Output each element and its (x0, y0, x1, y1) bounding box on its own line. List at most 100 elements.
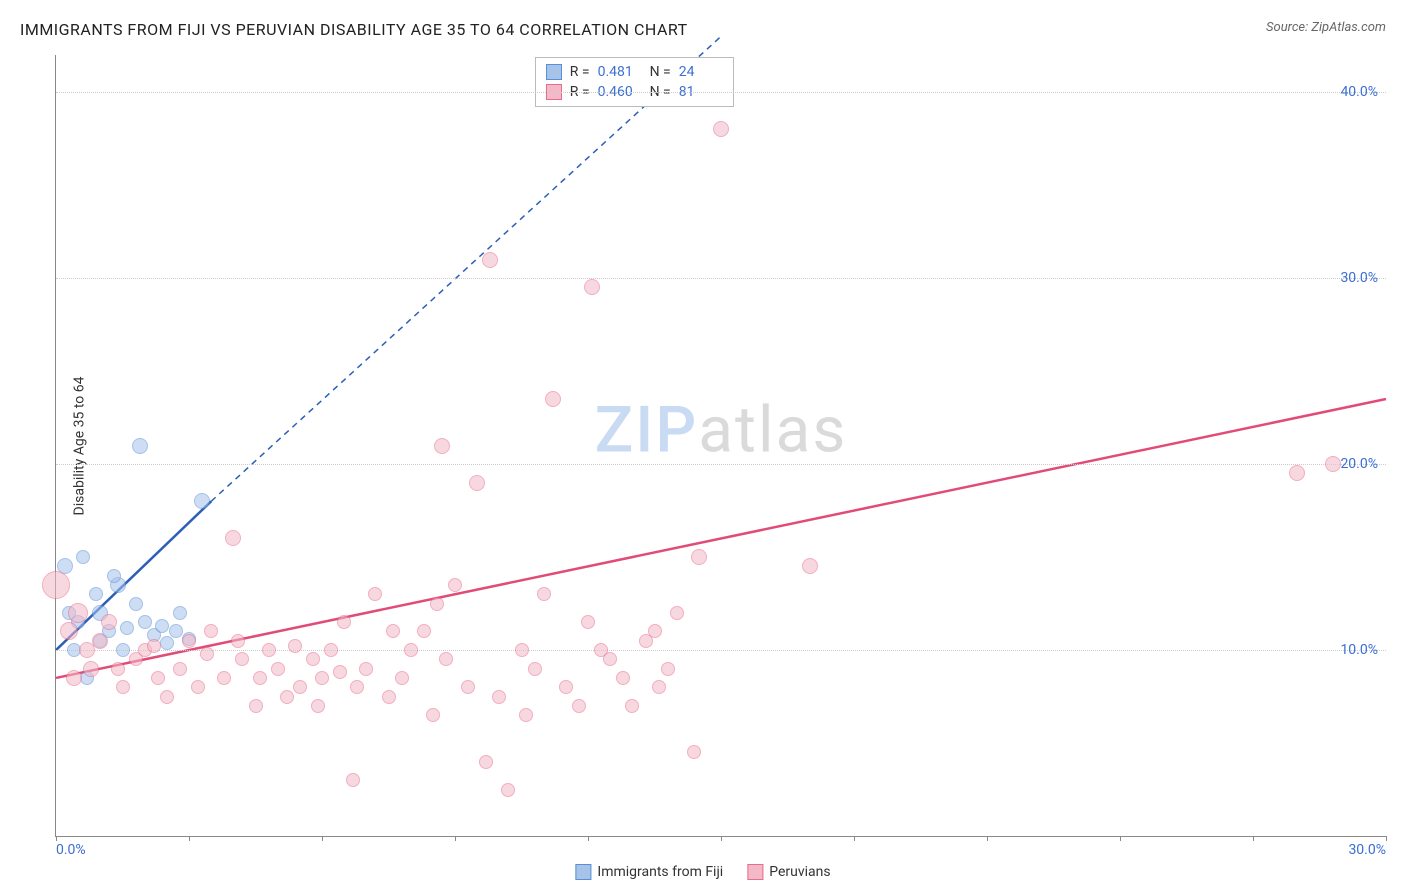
peruvian-point (249, 699, 263, 713)
chart-title: IMMIGRANTS FROM FIJI VS PERUVIAN DISABIL… (20, 20, 688, 39)
fiji-point (129, 597, 143, 611)
peruvian-point (713, 121, 729, 137)
peruvian-point (147, 639, 161, 653)
x-tick (1386, 836, 1387, 841)
peruvian-point (616, 671, 630, 685)
peruvian-point (204, 624, 218, 638)
peruvian-point (492, 690, 506, 704)
peruvian-point (151, 671, 165, 685)
peruvian-point (417, 624, 431, 638)
peruvian-point (83, 661, 99, 677)
peruvian-point (648, 624, 662, 638)
peruvian-point (79, 642, 95, 658)
peruvian-point (382, 690, 396, 704)
peruvian-point (670, 606, 684, 620)
x-tick-label: 0.0% (56, 842, 86, 858)
x-tick (189, 836, 190, 841)
x-tick-label: 30.0% (1348, 842, 1386, 858)
stats-box: R =0.481N =24R =0.460N =81 (535, 57, 734, 107)
peruvian-point (160, 690, 174, 704)
legend: Immigrants from FijiPeruvians (575, 864, 830, 880)
peruvian-point (1325, 456, 1341, 472)
x-tick (1253, 836, 1254, 841)
peruvian-point (386, 624, 400, 638)
peruvian-point (426, 708, 440, 722)
peruvian-point (434, 438, 450, 454)
peruvian-point (182, 634, 196, 648)
peruvian-point (324, 643, 338, 657)
x-tick (721, 836, 722, 841)
peruvian-point (461, 680, 475, 694)
peruvian-point (559, 680, 573, 694)
peruvian-point (469, 475, 485, 491)
fiji-point (132, 438, 148, 454)
peruvian-point (687, 745, 701, 759)
peruvian-point (545, 391, 561, 407)
gridline (56, 92, 1386, 93)
y-tick-label: 20.0% (1340, 456, 1378, 472)
legend-item-peruvian: Peruvians (747, 864, 830, 880)
x-tick (1120, 836, 1121, 841)
peruvian-point (66, 670, 82, 686)
fiji-point (116, 643, 130, 657)
y-tick-label: 10.0% (1340, 642, 1378, 658)
peruvian-point (448, 578, 462, 592)
peruvian-point (235, 652, 249, 666)
peruvian-point (395, 671, 409, 685)
peruvian-point (253, 671, 267, 685)
fiji-point (173, 606, 187, 620)
peruvian-point (173, 662, 187, 676)
gridline (56, 464, 1386, 465)
fiji-point (138, 615, 152, 629)
peruvian-point (501, 783, 515, 797)
peruvian-point (60, 622, 78, 640)
fiji-point (169, 624, 183, 638)
peruvian-point (652, 680, 666, 694)
peruvian-point (116, 680, 130, 694)
peruvian-point (225, 530, 241, 546)
peruvian-point (625, 699, 639, 713)
peruvian-point (359, 662, 373, 676)
x-tick (987, 836, 988, 841)
peruvian-point (92, 633, 108, 649)
fiji-point (120, 621, 134, 635)
peruvian-point (404, 643, 418, 657)
peruvian-point (288, 639, 302, 653)
plot-area: ZIPatlas R =0.481N =24R =0.460N =81 10.0… (55, 55, 1386, 837)
peruvian-legend-swatch (747, 864, 763, 880)
stats-row-fiji: R =0.481N =24 (546, 62, 723, 82)
peruvian-point (350, 680, 364, 694)
chart-container: ZIPatlas R =0.481N =24R =0.460N =81 10.0… (55, 55, 1386, 837)
peruvian-point (515, 643, 529, 657)
peruvian-point (311, 699, 325, 713)
n-value: 24 (679, 64, 723, 80)
peruvian-point (1289, 465, 1305, 481)
peruvian-trend-line (56, 399, 1386, 678)
x-tick (455, 836, 456, 841)
peruvian-point (439, 652, 453, 666)
trend-lines-svg (56, 55, 1386, 836)
y-tick-label: 40.0% (1340, 84, 1378, 100)
peruvian-point (68, 603, 88, 623)
r-value: 0.481 (598, 64, 642, 80)
peruvian-point (528, 662, 542, 676)
gridline (56, 650, 1386, 651)
peruvian-point (802, 558, 818, 574)
peruvian-point (519, 708, 533, 722)
fiji-point (107, 569, 121, 583)
peruvian-point (537, 587, 551, 601)
peruvian-point (111, 662, 125, 676)
fiji-point (76, 550, 90, 564)
x-tick (56, 836, 57, 841)
peruvian-point (315, 671, 329, 685)
peruvian-point (479, 755, 493, 769)
x-tick (854, 836, 855, 841)
peruvian-point (293, 680, 307, 694)
y-tick-label: 30.0% (1340, 270, 1378, 286)
peruvian-point (691, 549, 707, 565)
peruvian-point (280, 690, 294, 704)
fiji-point (155, 619, 169, 633)
legend-label: Peruvians (769, 864, 830, 880)
peruvian-point (231, 634, 245, 648)
r-label: R = (570, 64, 590, 80)
